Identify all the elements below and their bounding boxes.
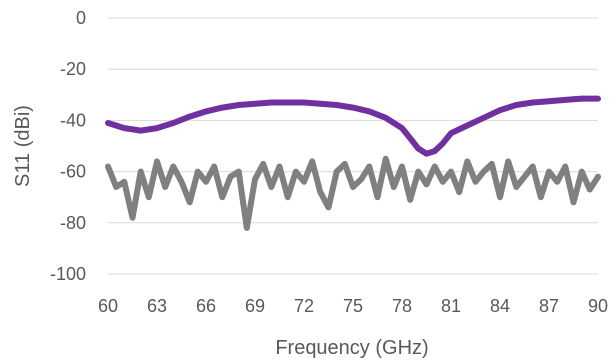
x-tick-label: 81: [441, 296, 461, 316]
y-tick-label: -40: [60, 110, 86, 130]
y-tick-label: 0: [76, 8, 86, 28]
x-tick-label: 60: [98, 296, 118, 316]
y-tick-label: -60: [60, 162, 86, 182]
x-tick-label: 87: [539, 296, 559, 316]
y-axis-title: S11 (dBi): [12, 105, 34, 187]
x-tick-label: 69: [245, 296, 265, 316]
x-tick-label: 66: [196, 296, 216, 316]
y-tick-label: -80: [60, 213, 86, 233]
y-tick-label: -100: [50, 264, 86, 284]
y-tick-labels: 0 -20 -40 -60 -80 -100: [50, 8, 86, 284]
x-axis-title: Frequency (GHz): [275, 337, 428, 359]
x-tick-label: 72: [294, 296, 314, 316]
x-tick-label: 75: [343, 296, 363, 316]
x-tick-label: 90: [588, 296, 608, 316]
series-line-1: [105, 95, 601, 157]
series-lines: [105, 95, 601, 231]
series-line-2: [105, 155, 601, 231]
x-tick-labels: 60 63 66 69 72 75 78 81 84 87 90: [98, 296, 608, 316]
x-tick-label: 63: [147, 296, 167, 316]
x-tick-label: 84: [490, 296, 510, 316]
y-tick-label: -20: [60, 59, 86, 79]
x-tick-label: 78: [392, 296, 412, 316]
grid-lines: [108, 17, 598, 275]
